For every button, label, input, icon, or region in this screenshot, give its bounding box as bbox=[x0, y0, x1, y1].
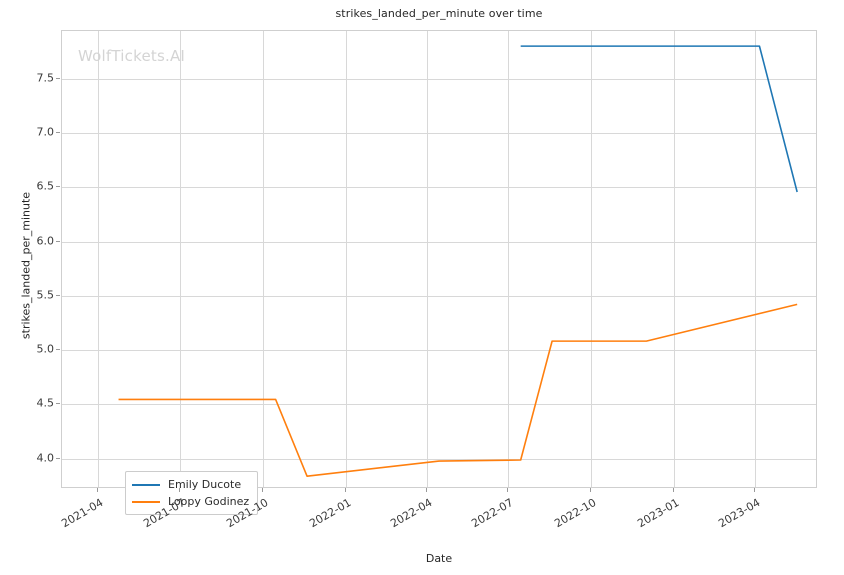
gridline-vertical bbox=[674, 31, 675, 487]
y-tick-mark bbox=[56, 295, 60, 296]
x-tick-mark bbox=[262, 488, 263, 492]
x-tick-label: 2022-10 bbox=[552, 496, 599, 531]
x-tick-mark bbox=[673, 488, 674, 492]
gridline-horizontal bbox=[62, 79, 816, 80]
y-tick-mark bbox=[56, 132, 60, 133]
x-axis-title: Date bbox=[425, 552, 453, 565]
y-tick-label: 4.0 bbox=[36, 451, 55, 465]
x-tick-labels: 2021-04 2021-07 2021-10 2022-01 2022-04 2022-… bbox=[59, 492, 817, 552]
y-tick-label: 7.0 bbox=[36, 125, 55, 139]
gridline-horizontal bbox=[62, 459, 816, 460]
legend-label: Loopy Godinez bbox=[168, 495, 250, 508]
x-tick-mark bbox=[97, 488, 98, 492]
y-tick-label: 5.5 bbox=[36, 288, 55, 302]
x-tick-mark bbox=[426, 488, 427, 492]
series-line bbox=[520, 45, 798, 193]
x-tick-label: 2023-04 bbox=[716, 496, 763, 531]
plot-area: WolfTickets.AI Emily Ducote Loopy Godinez bbox=[61, 30, 817, 515]
legend-color-swatch bbox=[132, 500, 160, 503]
x-tick-label: 2022-04 bbox=[387, 496, 434, 531]
x-tick-mark bbox=[179, 488, 180, 492]
x-tick-label: 2022-01 bbox=[306, 496, 353, 531]
y-tick-label: 4.5 bbox=[36, 396, 55, 410]
legend-item[interactable]: Emily Ducote bbox=[132, 476, 249, 493]
y-tick-marks bbox=[0, 30, 61, 488]
gridline-horizontal bbox=[62, 296, 816, 297]
gridline-vertical bbox=[427, 31, 428, 487]
y-tick-label: 6.5 bbox=[36, 179, 55, 193]
gridline-vertical bbox=[98, 31, 99, 487]
y-tick-mark bbox=[56, 186, 60, 187]
series-line bbox=[118, 303, 798, 477]
y-tick-label: 6.0 bbox=[36, 234, 55, 248]
x-tick-label: 2023-01 bbox=[635, 496, 682, 531]
chart-legend[interactable]: Emily Ducote Loopy Godinez bbox=[125, 471, 259, 515]
gridline-horizontal bbox=[62, 350, 816, 351]
y-tick-mark bbox=[56, 78, 60, 79]
legend-label: Emily Ducote bbox=[168, 478, 242, 491]
gridline-vertical bbox=[508, 31, 509, 487]
gridline-vertical bbox=[346, 31, 347, 487]
gridline-vertical bbox=[180, 31, 181, 487]
gridline-horizontal bbox=[62, 242, 816, 243]
chart-title: strikes_landed_per_minute over time bbox=[335, 7, 543, 20]
x-tick-mark bbox=[590, 488, 591, 492]
x-tick-label: 2022-07 bbox=[469, 496, 516, 531]
x-tick-mark bbox=[345, 488, 346, 492]
y-tick-label: 5.0 bbox=[36, 342, 55, 356]
x-tick-mark bbox=[507, 488, 508, 492]
y-tick-mark bbox=[56, 241, 60, 242]
x-tick-mark bbox=[754, 488, 755, 492]
x-tick-label: 2021-04 bbox=[59, 496, 106, 531]
gridline-vertical bbox=[263, 31, 264, 487]
gridline-horizontal bbox=[62, 187, 816, 188]
y-tick-mark bbox=[56, 349, 60, 350]
x-tick-label: 2021-07 bbox=[141, 496, 188, 531]
y-tick-labels: 4.0 4.5 5.0 5.5 6.0 6.5 7.0 7.5 bbox=[0, 30, 55, 488]
gridline-vertical bbox=[755, 31, 756, 487]
gridline-vertical bbox=[591, 31, 592, 487]
legend-item[interactable]: Loopy Godinez bbox=[132, 493, 249, 510]
x-tick-label: 2021-10 bbox=[223, 496, 271, 531]
series-lines bbox=[118, 45, 798, 477]
y-tick-mark bbox=[56, 458, 60, 459]
y-tick-mark bbox=[56, 403, 60, 404]
gridline-horizontal bbox=[62, 404, 816, 405]
y-tick-label: 7.5 bbox=[36, 71, 55, 85]
x-tick-marks bbox=[61, 488, 817, 494]
gridline-horizontal bbox=[62, 133, 816, 134]
legend-color-swatch bbox=[132, 483, 160, 486]
